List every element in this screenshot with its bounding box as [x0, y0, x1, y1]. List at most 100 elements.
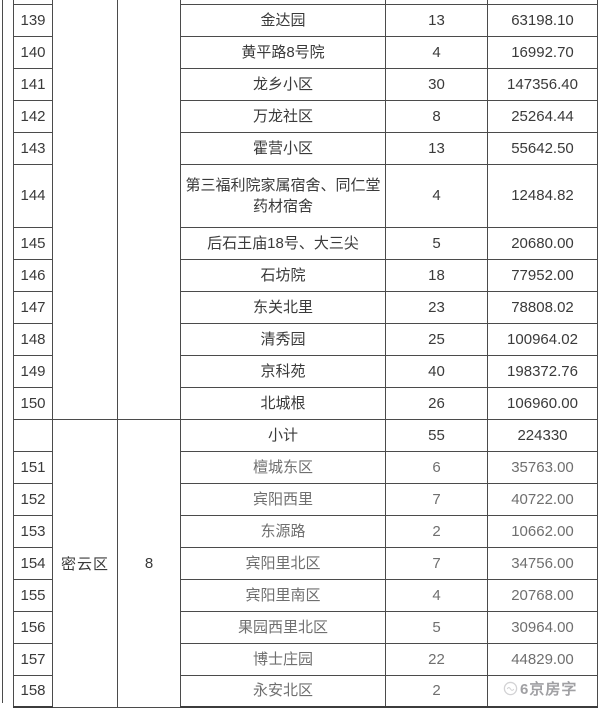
- district-count-cell: 8: [117, 418, 181, 708]
- amount-cell: 20768.00: [487, 578, 598, 612]
- unit-count-cell: 6: [385, 450, 488, 484]
- district-count-cell: [117, 0, 181, 420]
- community-cell: 万龙社区: [180, 99, 386, 133]
- unit-count-cell: 13: [385, 3, 488, 37]
- unit-count-cell: 30: [385, 67, 488, 101]
- unit-count-cell: 25: [385, 322, 488, 356]
- table-row: 140 黄平路8号院 4 16992.70: [13, 35, 598, 69]
- row-number-cell: 140: [13, 35, 53, 69]
- row-number-cell: [13, 418, 53, 452]
- row-number-cell: 158: [13, 674, 53, 708]
- amount-cell: 224330: [487, 418, 598, 452]
- row-number-cell: 155: [13, 578, 53, 612]
- housing-table: 139 金达园 13 63198.10 140 黄平路8号院 4 16992.70 141 龙乡小…: [13, 0, 598, 708]
- row-number-cell: 146: [13, 258, 53, 292]
- unit-count-cell: 5: [385, 610, 488, 644]
- unit-count-cell: 2: [385, 514, 488, 548]
- row-number-cell: 148: [13, 322, 53, 356]
- community-cell: 檀城东区: [180, 450, 386, 484]
- row-number-cell: 139: [13, 3, 53, 37]
- amount-cell: 63198.10: [487, 3, 598, 37]
- unit-count-cell: 5: [385, 226, 488, 260]
- row-number-cell: 154: [13, 546, 53, 580]
- community-cell: 小计: [180, 418, 386, 452]
- district-cell: [52, 0, 118, 420]
- community-cell: 京科苑: [180, 354, 386, 388]
- unit-count-cell: 23: [385, 290, 488, 324]
- unit-count-cell: 7: [385, 482, 488, 516]
- unit-count-cell: 18: [385, 258, 488, 292]
- amount-cell: 34756.00: [487, 546, 598, 580]
- amount-cell: 30964.00: [487, 610, 598, 644]
- amount-cell: 147356.40: [487, 67, 598, 101]
- amount-cell: 16992.70: [487, 35, 598, 69]
- community-cell: 宾阳里南区: [180, 578, 386, 612]
- amount-cell: 20680.00: [487, 226, 598, 260]
- unit-count-cell: 8: [385, 99, 488, 133]
- table-row: 142 万龙社区 8 25264.44: [13, 99, 598, 133]
- unit-count-cell: 40: [385, 354, 488, 388]
- community-cell: 龙乡小区: [180, 67, 386, 101]
- amount-cell: 25264.44: [487, 99, 598, 133]
- table-row: 152 宾阳西里 7 40722.00: [13, 482, 598, 516]
- unit-count-cell: 2: [385, 674, 488, 708]
- unit-count-cell: 4: [385, 163, 488, 228]
- table-row-subtotal: 密云区 8 小计 55 224330: [13, 418, 598, 708]
- table-row: 139 金达园 13 63198.10: [13, 3, 598, 37]
- table-row: 146 石坊院 18 77952.00: [13, 258, 598, 292]
- amount-cell: 106960.00: [487, 386, 598, 420]
- unit-count-cell: 13: [385, 131, 488, 165]
- table-row: 158 永安北区 2: [13, 674, 598, 708]
- unit-count-cell: 22: [385, 642, 488, 676]
- row-number-cell: 150: [13, 386, 53, 420]
- table-row: 145 后石王庙18号、大三尖 5 20680.00: [13, 226, 598, 260]
- community-cell: 第三福利院家属宿舍、同仁堂药材宿舍: [180, 163, 386, 228]
- table-row: 144 第三福利院家属宿舍、同仁堂药材宿舍 4 12484.82: [13, 163, 598, 228]
- community-cell: 东关北里: [180, 290, 386, 324]
- table-row: 157 博士庄园 22 44829.00: [13, 642, 598, 676]
- amount-cell: 10662.00: [487, 514, 598, 548]
- row-number-cell: 141: [13, 67, 53, 101]
- row-number-cell: 151: [13, 450, 53, 484]
- row-number-cell: 153: [13, 514, 53, 548]
- row-number-cell: 144: [13, 163, 53, 228]
- amount-cell: 100964.02: [487, 322, 598, 356]
- cropped-left-column-border: [2, 0, 3, 703]
- table-row: 154 宾阳里北区 7 34756.00: [13, 546, 598, 580]
- district-cell: 密云区: [52, 418, 118, 708]
- row-number-cell: 152: [13, 482, 53, 516]
- row-number-cell: 143: [13, 131, 53, 165]
- row-number-cell: 156: [13, 610, 53, 644]
- community-cell: 北城根: [180, 386, 386, 420]
- row-number-cell: 142: [13, 99, 53, 133]
- table-row: 141 龙乡小区 30 147356.40: [13, 67, 598, 101]
- community-cell: 宾阳里北区: [180, 546, 386, 580]
- community-cell: 果园西里北区: [180, 610, 386, 644]
- row-number-cell: 147: [13, 290, 53, 324]
- row-number-cell: 149: [13, 354, 53, 388]
- amount-cell: 40722.00: [487, 482, 598, 516]
- community-cell: 宾阳西里: [180, 482, 386, 516]
- community-cell: 后石王庙18号、大三尖: [180, 226, 386, 260]
- amount-cell: 12484.82: [487, 163, 598, 228]
- community-cell: 东源路: [180, 514, 386, 548]
- amount-cell: 77952.00: [487, 258, 598, 292]
- row-number-cell: 145: [13, 226, 53, 260]
- amount-cell: 78808.02: [487, 290, 598, 324]
- amount-cell: 55642.50: [487, 131, 598, 165]
- table-body: 139 金达园 13 63198.10 140 黄平路8号院 4 16992.70 141 龙乡小…: [13, 0, 598, 708]
- amount-cell: 198372.76: [487, 354, 598, 388]
- amount-cell: [487, 674, 598, 708]
- table-row: 150 北城根 26 106960.00: [13, 386, 598, 420]
- amount-cell: 35763.00: [487, 450, 598, 484]
- row-number-cell: 157: [13, 642, 53, 676]
- community-cell: 黄平路8号院: [180, 35, 386, 69]
- amount-cell: 44829.00: [487, 642, 598, 676]
- community-cell: 永安北区: [180, 674, 386, 708]
- community-cell: 石坊院: [180, 258, 386, 292]
- community-cell: 金达园: [180, 3, 386, 37]
- table-row: 149 京科苑 40 198372.76: [13, 354, 598, 388]
- community-cell: 霍营小区: [180, 131, 386, 165]
- community-cell: 博士庄园: [180, 642, 386, 676]
